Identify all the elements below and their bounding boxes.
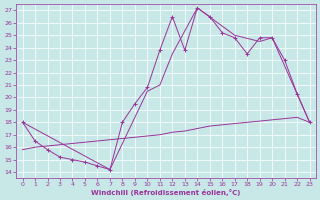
X-axis label: Windchill (Refroidissement éolien,°C): Windchill (Refroidissement éolien,°C): [92, 189, 241, 196]
